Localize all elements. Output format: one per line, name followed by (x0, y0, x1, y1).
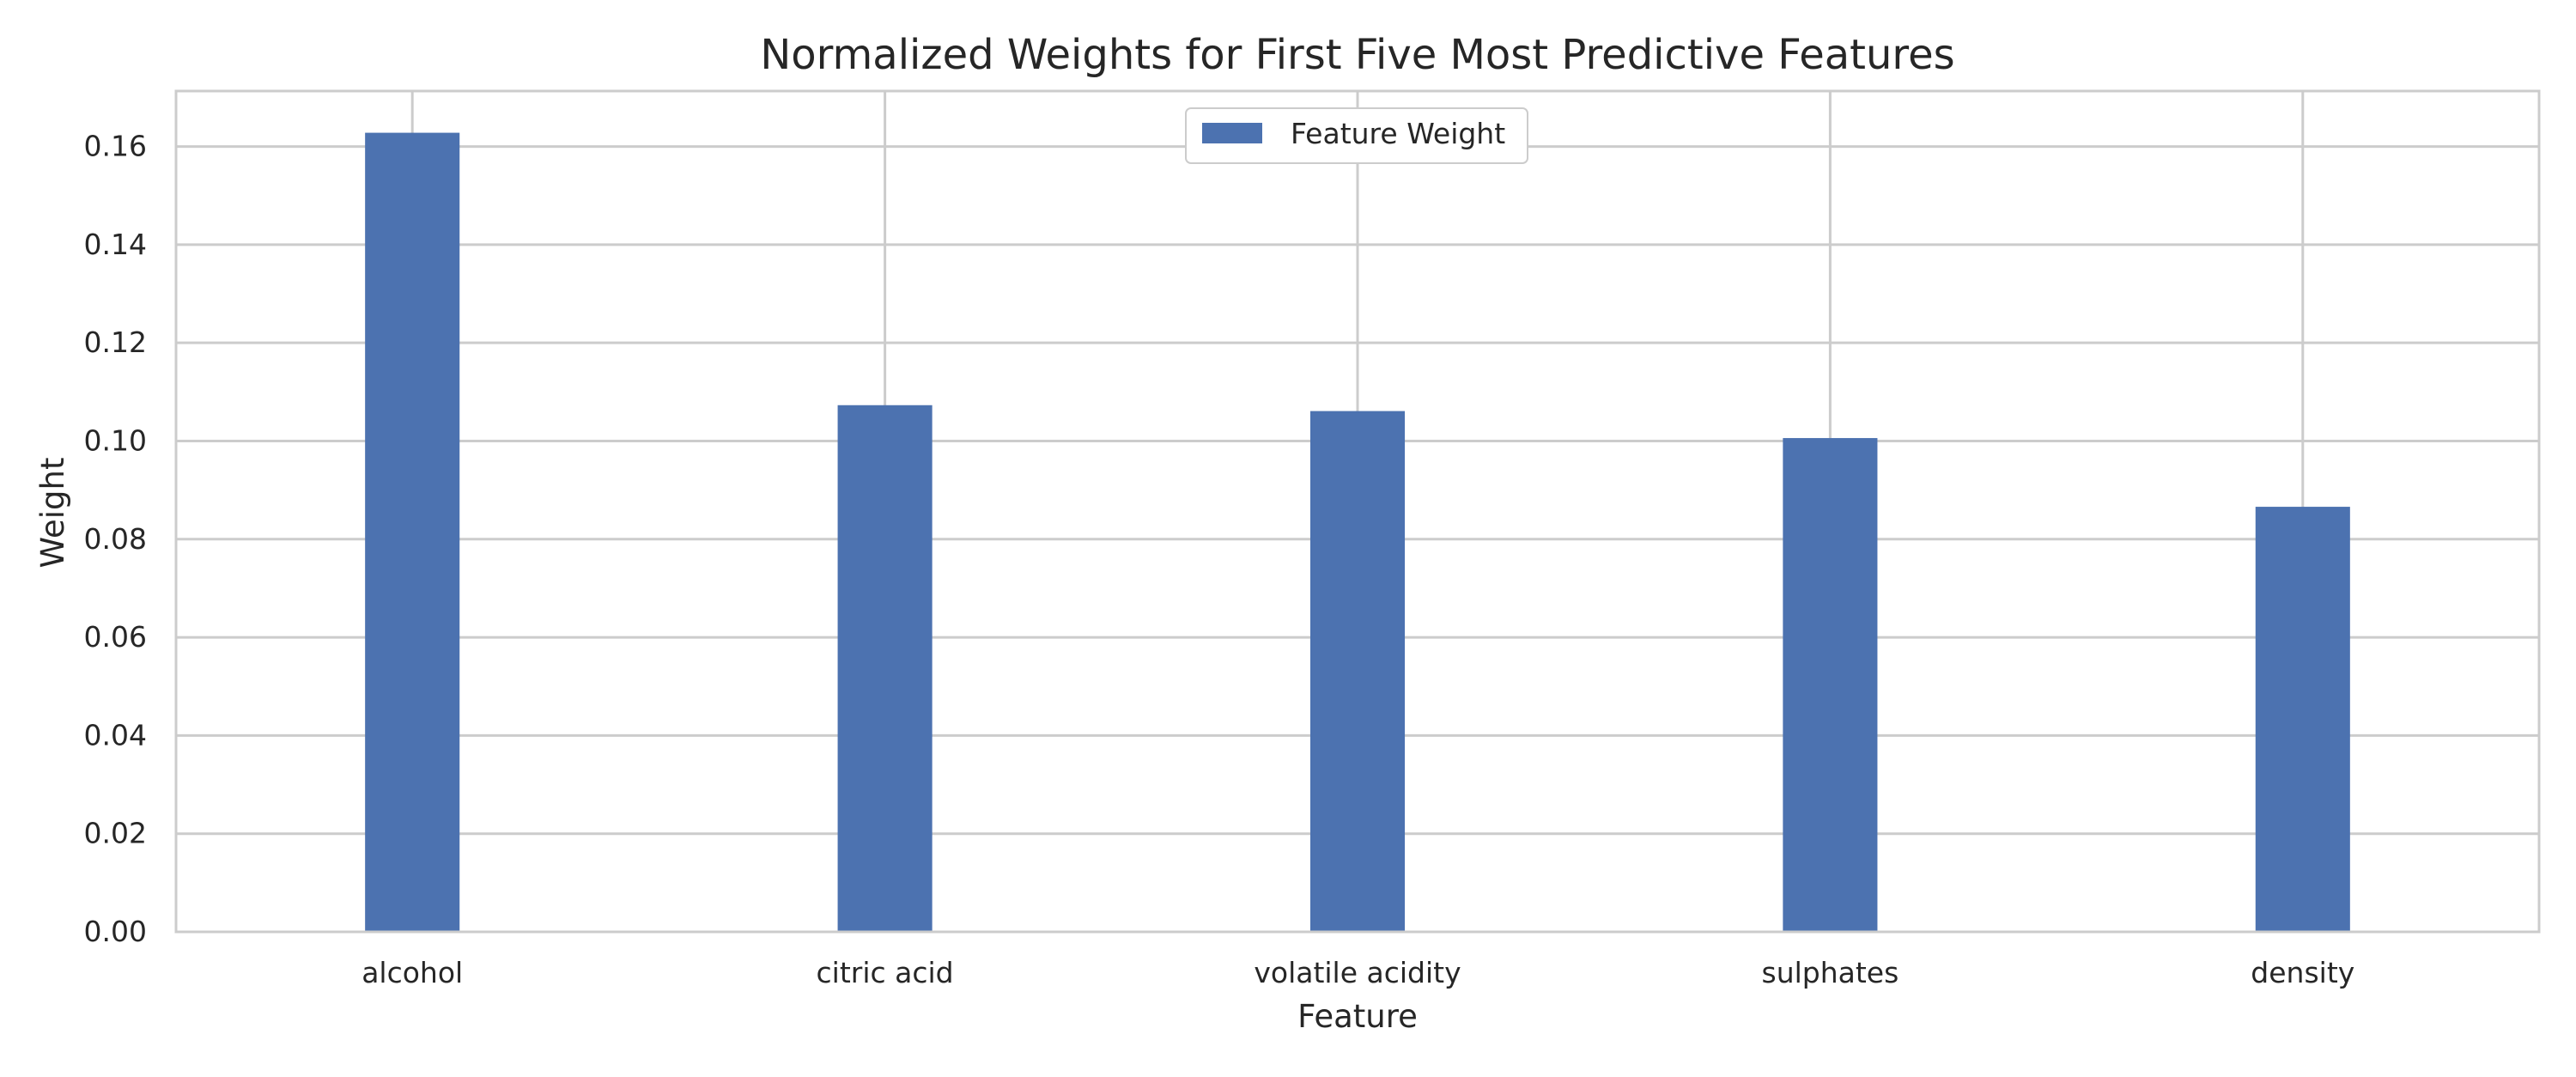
y-tick-labels: 0.00 0.02 0.04 0.06 0.08 0.10 0.12 0.14 0.16 (84, 130, 147, 948)
plot-frame (174, 89, 2541, 934)
x-tick-label: density (2251, 956, 2354, 989)
y-tick-label: 0.04 (84, 718, 147, 751)
bar-density (2255, 507, 2350, 932)
bar-sulphates (1783, 438, 1878, 932)
x-tick-label: citric acid (817, 956, 954, 989)
y-tick-label: 0.16 (84, 130, 147, 163)
bars (365, 132, 2350, 933)
y-tick-label: 0.02 (84, 817, 147, 850)
legend: Feature Weight (1185, 107, 1528, 164)
x-tick-label: volatile acidity (1254, 956, 1461, 989)
x-tick-labels: alcohol citric acid volatile acidity sulpha… (361, 956, 2354, 989)
y-tick-label: 0.08 (84, 522, 147, 556)
bar-alcohol (365, 132, 460, 933)
bar-volatile-acidity (1309, 411, 1406, 932)
legend-swatch-feature-weight (1202, 123, 1262, 143)
y-axis-label: Weight (34, 458, 71, 569)
y-tick-label: 0.12 (84, 326, 147, 359)
y-tick-label: 0.14 (84, 228, 147, 261)
legend-label-feature-weight: Feature Weight (1291, 117, 1505, 150)
chart-title: Normalized Weights for First Five Most P… (760, 31, 1954, 79)
legend-box (1185, 107, 1528, 164)
y-tick-label: 0.10 (84, 423, 147, 457)
y-tick-label: 0.00 (84, 915, 147, 948)
x-tick-label: alcohol (361, 956, 463, 989)
x-tick-label: sulphates (1762, 956, 1899, 989)
y-tick-label: 0.06 (84, 620, 147, 654)
bar-citric-acid (837, 405, 933, 932)
x-axis-label: Feature (1297, 998, 1418, 1035)
